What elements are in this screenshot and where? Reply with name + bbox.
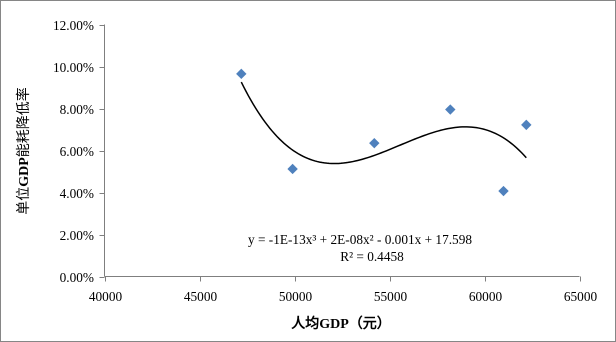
y-axis-ticks: 0.00% 2.00% 4.00% 6.00% 8.00% 10.00% 12.00% bbox=[53, 18, 105, 285]
x-tick-label: 55000 bbox=[374, 289, 408, 304]
y-tick-label: 6.00% bbox=[60, 144, 94, 159]
x-tick-label: 65000 bbox=[564, 289, 598, 304]
trendline-r-squared: R² = 0.4458 bbox=[340, 249, 404, 264]
y-axis-title: 单位GDP能耗降低率 bbox=[15, 87, 32, 215]
data-point bbox=[369, 137, 380, 149]
data-points bbox=[236, 68, 532, 197]
data-point bbox=[236, 68, 247, 80]
x-tick-label: 45000 bbox=[184, 289, 218, 304]
x-axis-ticks: 40000 45000 50000 55000 60000 65000 bbox=[89, 276, 598, 304]
y-tick-label: 0.00% bbox=[60, 270, 94, 285]
data-point bbox=[445, 104, 456, 115]
data-point bbox=[287, 163, 298, 175]
axes bbox=[104, 24, 580, 277]
data-point bbox=[498, 185, 509, 197]
x-axis-title: 人均GDP（元） bbox=[291, 315, 391, 332]
y-tick-label: 4.00% bbox=[60, 186, 94, 201]
y-tick-label: 10.00% bbox=[53, 60, 94, 75]
trendline bbox=[240, 81, 527, 165]
y-tick-label: 2.00% bbox=[60, 228, 94, 243]
x-tick-label: 40000 bbox=[89, 289, 123, 304]
x-tick-label: 60000 bbox=[469, 289, 503, 304]
y-tick-label: 8.00% bbox=[60, 102, 94, 117]
trendline-equation: y = -1E-13x³ + 2E-08x² - 0.001x + 17.598 bbox=[248, 232, 472, 247]
data-point bbox=[521, 119, 532, 131]
x-tick-label: 50000 bbox=[279, 289, 313, 304]
y-tick-label: 12.00% bbox=[53, 18, 94, 33]
